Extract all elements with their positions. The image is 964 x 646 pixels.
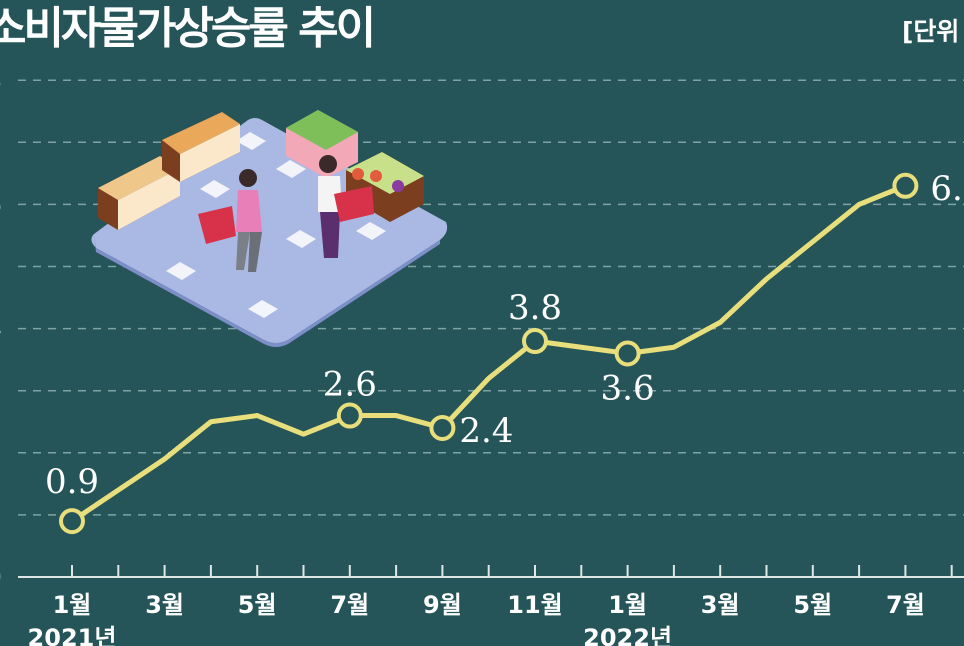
y-tick-label: 0 [0,563,2,593]
y-tick-label: 1 [0,501,2,531]
data-point-marker [336,402,363,429]
x-axis [18,565,964,578]
data-label: 6.3 [930,169,964,209]
y-axis-ticks: 0 1 2 3 4 5 6 7 8 [0,66,2,593]
data-point-marker [429,414,456,441]
y-tick-label: 2 [0,439,2,469]
data-label: 3.8 [508,288,562,328]
x-tick-label: 3월 [145,591,184,619]
data-label: 2.6 [323,365,377,405]
x-tick-label: 11월 [507,591,562,619]
x-tick-label: 7월 [330,591,369,619]
data-point-marker [614,340,641,367]
series-line [59,172,919,535]
data-point-marker [522,328,548,355]
grocery-shoppers-illustration [91,110,448,347]
unit-label: [단위 [902,17,960,46]
chart-title: 소비자물가상승률 추이 [0,3,376,54]
y-tick-label: 4 [0,315,2,345]
x-tick-label: 5월 [793,591,832,619]
series-line-path [69,183,908,524]
data-point-marker [59,508,85,535]
data-labels: 0.9 2.6 2.4 3.8 3.6 6.3 [45,169,964,502]
data-point-marker [892,172,919,199]
year-label: 2021년 [28,624,117,646]
x-tick-label: 1월 [608,591,647,619]
data-label: 3.6 [601,368,655,408]
year-label: 2022년 [583,624,672,646]
y-tick-label: 6 [0,190,2,220]
x-tick-label: 9월 [423,591,462,619]
x-tick-label: 3월 [701,591,740,619]
data-label: 2.4 [459,411,513,451]
x-tick-label: 1월 [53,591,92,619]
y-tick-label: 8 [0,66,2,96]
x-tick-label: 7월 [886,591,925,619]
x-axis-ticks: 1월 3월 5월 7월 9월 11월 1월 3월 5월 7월 2021년 2022년 [28,591,925,646]
data-label: 0.9 [45,462,99,502]
y-tick-label: 3 [0,377,2,407]
x-tick-label: 5월 [238,591,277,619]
y-tick-label: 5 [0,253,2,283]
y-tick-label: 7 [0,128,2,158]
